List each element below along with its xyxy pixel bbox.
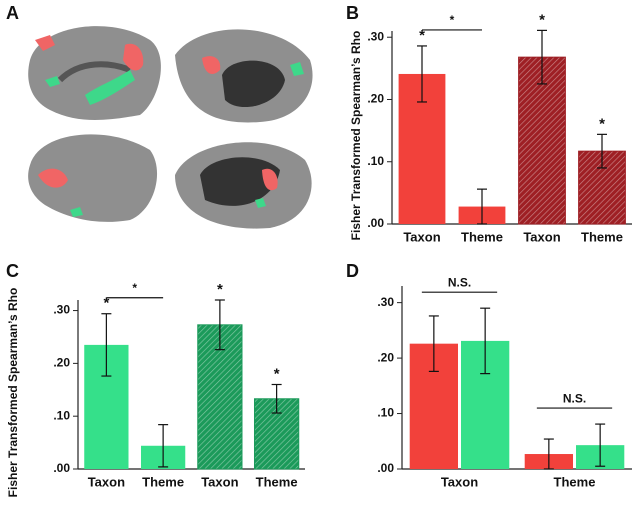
y-tick-label: .00	[53, 461, 70, 475]
x-tick-label: Theme	[461, 229, 503, 244]
significance-star: *	[599, 115, 605, 132]
significance-label: *	[132, 281, 137, 295]
y-tick-label: .30	[377, 295, 394, 309]
x-tick-label: Taxon	[523, 229, 560, 244]
x-tick-label: Theme	[256, 474, 298, 489]
x-tick-label: Taxon	[441, 474, 478, 489]
y-tick-label: .30	[367, 29, 384, 43]
y-tick-label: .10	[377, 406, 394, 420]
significance-star: *	[274, 365, 280, 382]
significance-label: N.S.	[448, 275, 471, 289]
significance-label: N.S.	[563, 391, 586, 405]
y-tick-label: .10	[53, 408, 70, 422]
x-tick-label: Taxon	[403, 229, 440, 244]
significance-star: *	[217, 281, 223, 298]
y-tick-label: .30	[53, 303, 70, 317]
brain-lateral	[28, 134, 158, 222]
y-tick-label: .20	[53, 356, 70, 370]
x-tick-label: Theme	[554, 474, 596, 489]
y-tick-label: .00	[367, 216, 384, 230]
panel-label: C	[6, 261, 19, 281]
panel-label: A	[6, 3, 19, 23]
y-axis-label: Fisher Transformed Spearman’s Rho	[349, 31, 363, 241]
y-tick-label: .20	[377, 350, 394, 364]
panel-label: D	[346, 261, 359, 281]
significance-star: *	[103, 295, 109, 312]
x-tick-label: Taxon	[201, 474, 238, 489]
y-tick-label: .00	[377, 461, 394, 475]
brain-images	[28, 26, 313, 229]
significance-label: *	[450, 13, 455, 27]
x-tick-label: Theme	[581, 229, 623, 244]
bar	[518, 56, 566, 225]
x-tick-label: Taxon	[88, 474, 125, 489]
significance-star: *	[419, 27, 425, 44]
y-axis-label: Fisher Transformed Spearman’s Rho	[6, 288, 20, 498]
significance-star: *	[539, 11, 545, 28]
y-tick-label: .10	[367, 154, 384, 168]
y-tick-label: .20	[367, 92, 384, 106]
panel-label: B	[346, 3, 359, 23]
x-tick-label: Theme	[142, 474, 184, 489]
